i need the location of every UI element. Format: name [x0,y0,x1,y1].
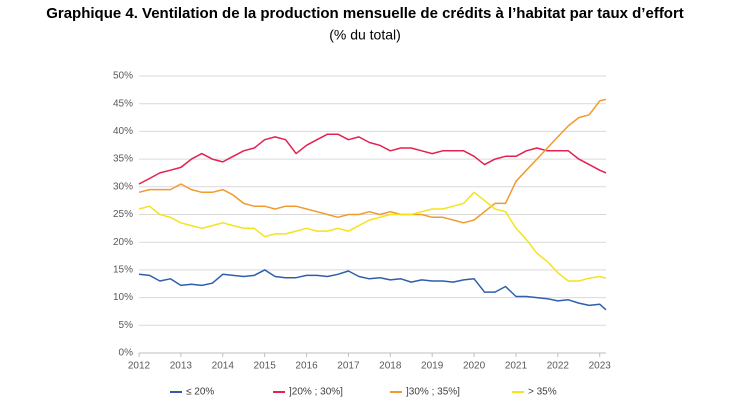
y-tick-label: 45% [113,98,133,109]
y-tick-label: 20% [113,237,133,248]
x-tick-label: 2019 [421,361,444,372]
y-tick-label: 30% [113,181,133,192]
x-tick-label: 2016 [295,361,318,372]
x-tick-label: 2020 [463,361,486,372]
y-tick-label: 10% [113,292,133,303]
x-tick-label: 2013 [170,361,193,372]
y-tick-label: 5% [119,320,134,331]
y-tick-label: 40% [113,126,133,137]
x-tick-label: 2021 [505,361,528,372]
legend-label: ]30% ; 35%] [406,387,460,398]
y-tick-label: 25% [113,209,133,220]
x-tick-label: 2022 [547,361,570,372]
y-tick-label: 35% [113,154,133,165]
legend-label: > 35% [528,387,557,398]
chart-title: Graphique 4. Ventilation de la productio… [46,5,684,22]
x-tick-label: 2012 [128,361,151,372]
legend-label: ]20% ; 30%] [289,387,343,398]
x-tick-label: 2015 [254,361,277,372]
x-tick-label: 2014 [212,361,235,372]
chart-subtitle: (% du total) [329,27,401,43]
series-line [138,98,607,224]
y-tick-label: 15% [113,265,133,276]
series-line [138,191,607,282]
legend-label: ≤ 20% [186,387,214,398]
x-tick-label: 2017 [337,361,360,372]
x-tick-label: 2023 [589,361,612,372]
series-line [138,133,607,185]
y-tick-label: 0% [119,348,134,359]
series-line [138,269,607,311]
y-tick-label: 50% [113,71,133,82]
x-tick-label: 2018 [379,361,402,372]
